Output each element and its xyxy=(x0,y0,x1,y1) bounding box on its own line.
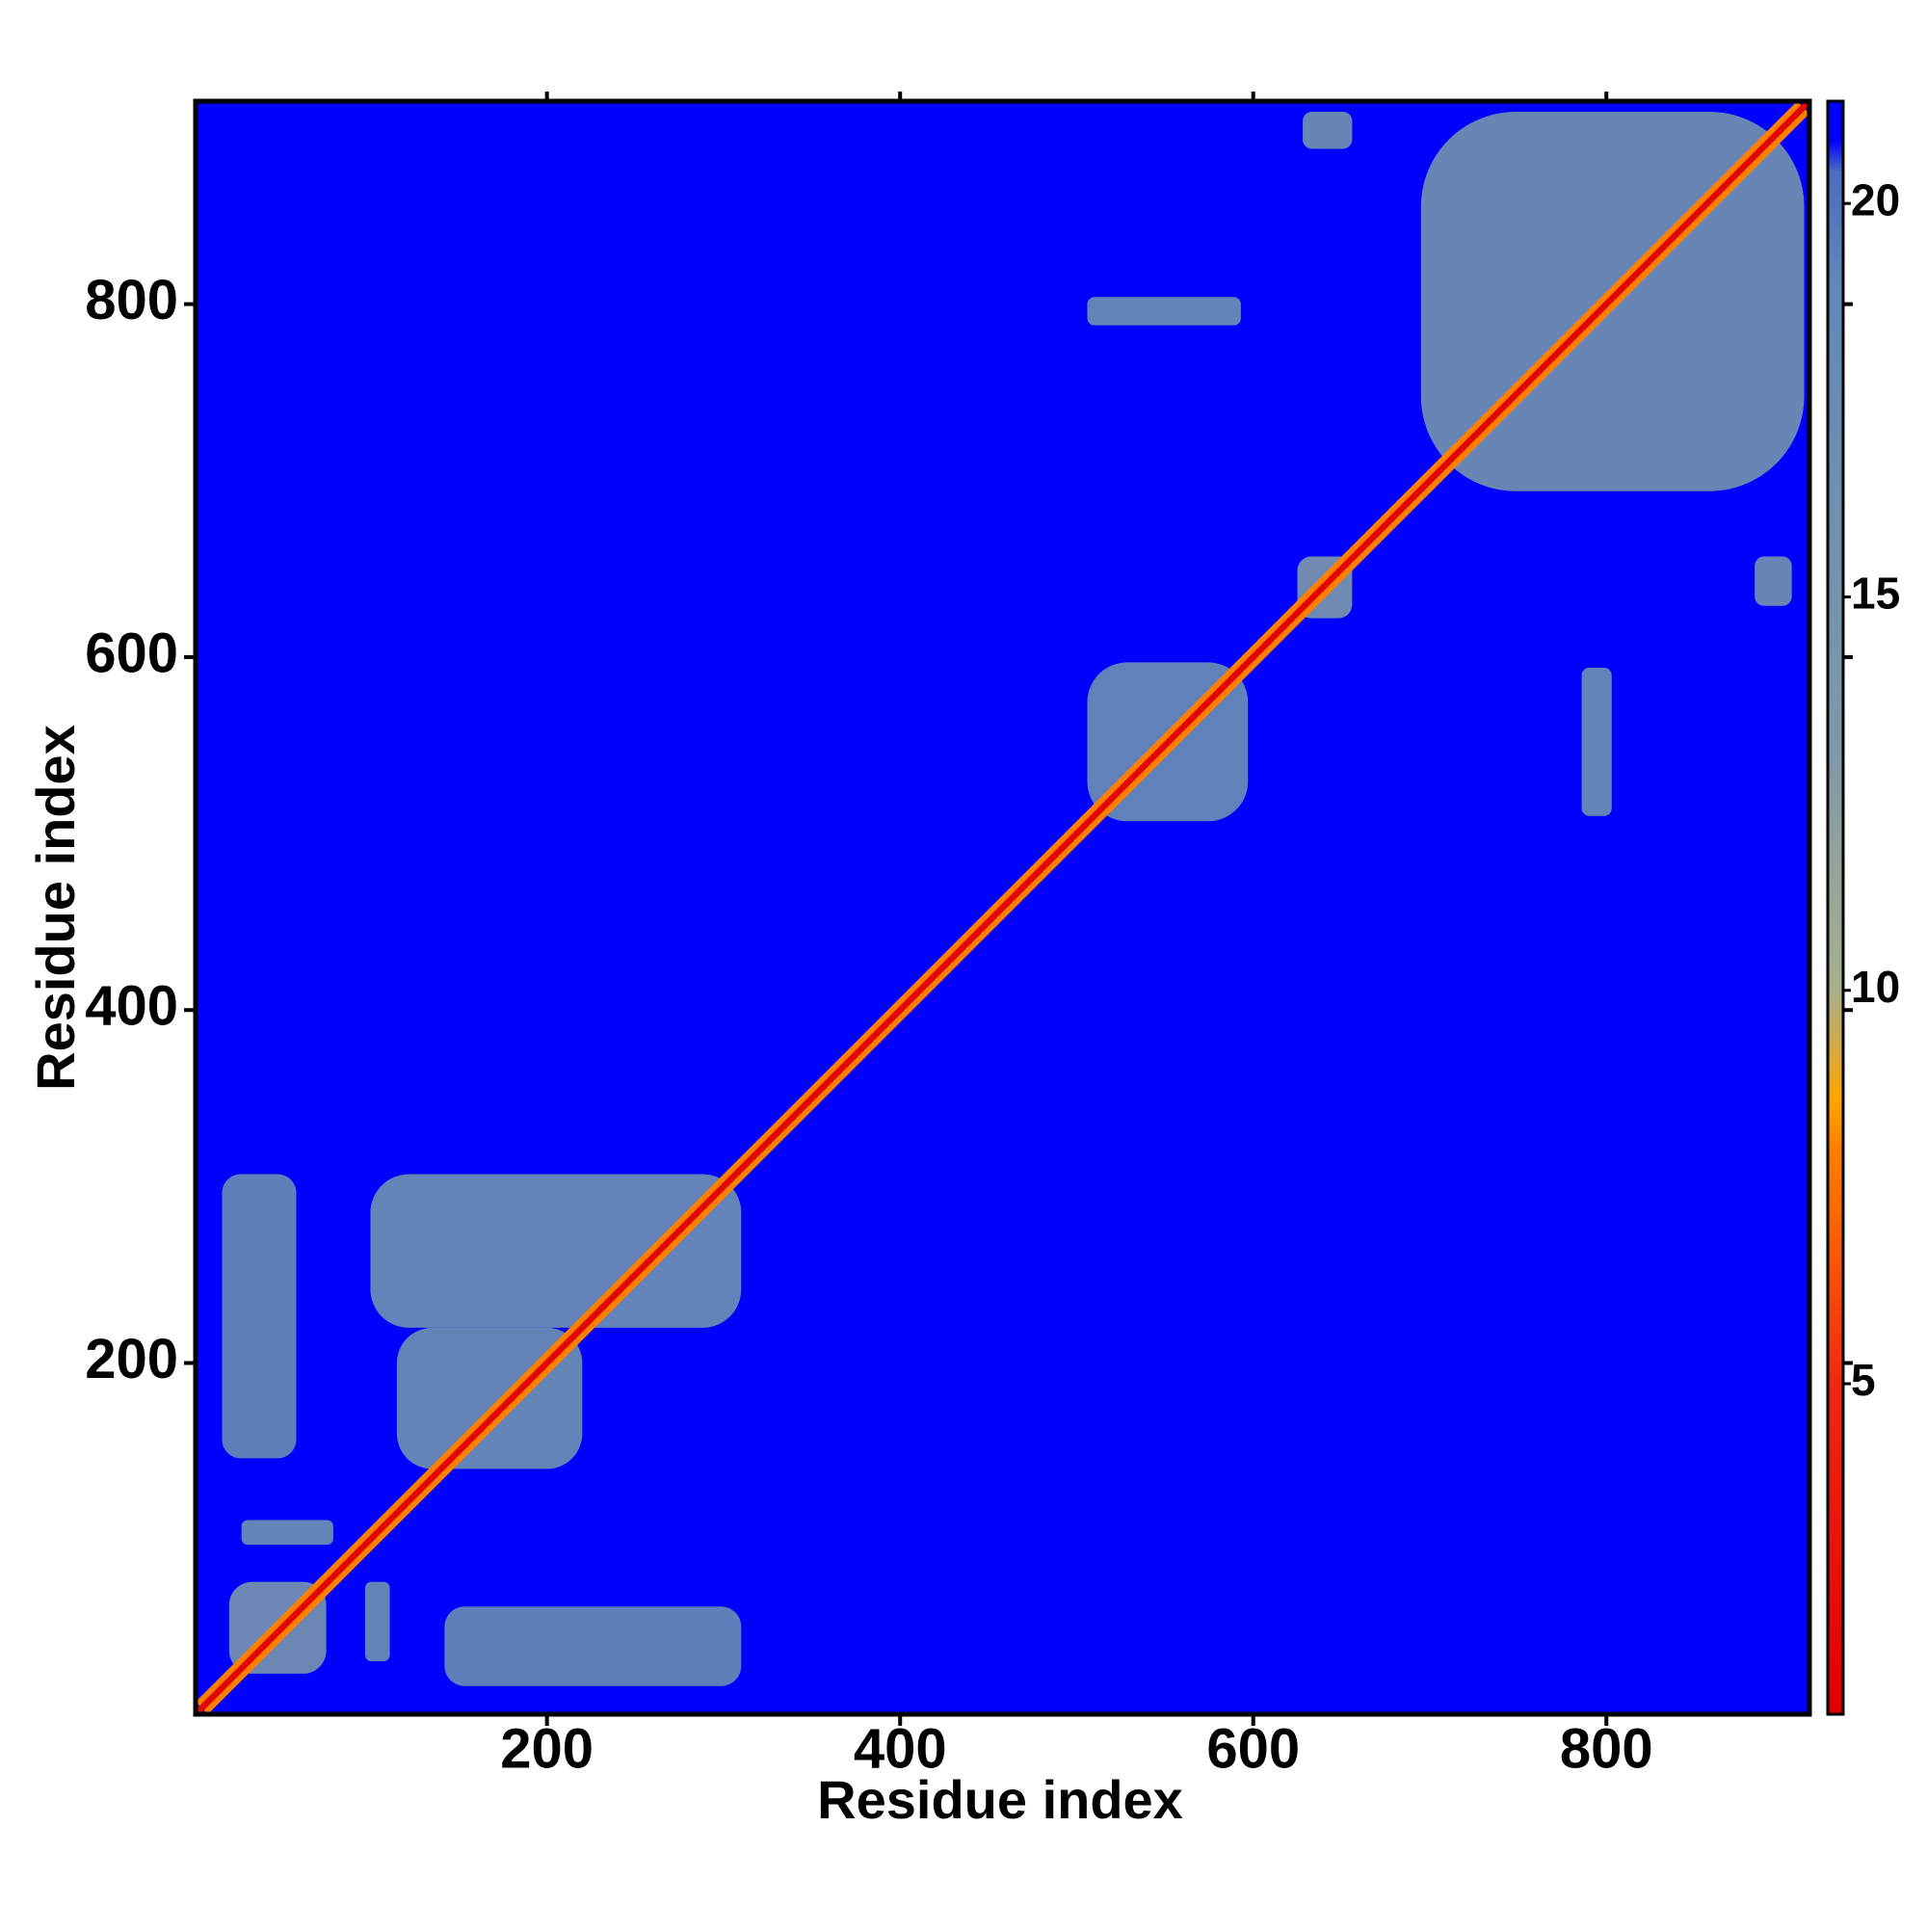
y-axis-title: Residue index xyxy=(25,725,86,1091)
y-tick-label: 400 xyxy=(85,975,178,1038)
y-tick-label: 200 xyxy=(85,1328,178,1390)
colorbar-tick-label: 20 xyxy=(1851,174,1900,225)
contact-region xyxy=(370,1174,742,1328)
contact-region xyxy=(364,1581,390,1662)
contact-region xyxy=(444,1606,742,1686)
heatmap xyxy=(196,101,1809,1714)
plot-frame xyxy=(193,98,1812,1717)
x-tick-label: 200 xyxy=(500,1717,594,1780)
contact-region xyxy=(1303,111,1353,149)
y-tick-label: 800 xyxy=(85,269,178,331)
x-tick-label: 400 xyxy=(854,1717,947,1780)
contact-region xyxy=(241,1520,333,1546)
x-axis-title: Residue index xyxy=(817,1769,1183,1830)
diagonal-band xyxy=(196,101,1809,1714)
x-tick-label: 600 xyxy=(1206,1717,1300,1780)
contact-region xyxy=(1755,556,1792,606)
colorbar-tick-label: 10 xyxy=(1851,962,1900,1012)
colorbar-tick-label: 5 xyxy=(1851,1355,1876,1405)
contact-region xyxy=(1581,667,1612,816)
y-tick-label: 600 xyxy=(85,622,178,684)
contact-region xyxy=(222,1174,297,1459)
x-tick-label: 800 xyxy=(1560,1717,1653,1780)
colorbar-tick-label: 15 xyxy=(1851,569,1900,619)
contact-region xyxy=(1087,297,1241,326)
colorbar xyxy=(1826,99,1845,1716)
